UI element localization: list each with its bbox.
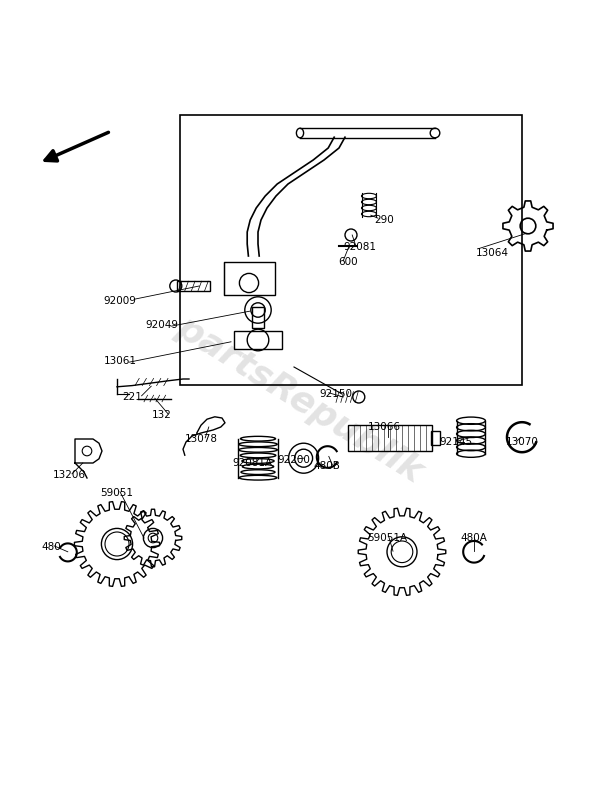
Text: 92200: 92200 [278,455,310,465]
Bar [252,307,264,328]
Text: 92081A: 92081A [232,458,272,468]
Bar [224,262,275,295]
Text: partsRepublik: partsRepublik [170,310,430,490]
Text: 92049: 92049 [146,320,179,330]
Text: 480A: 480A [461,533,487,543]
Text: 13066: 13066 [367,422,401,432]
Text: 290: 290 [374,215,394,225]
Bar [348,425,432,451]
Text: 59051: 59051 [101,488,133,498]
Text: 480: 480 [41,542,61,552]
Text: 92145: 92145 [439,437,473,447]
Text: 92150: 92150 [320,389,353,399]
Text: 600: 600 [338,257,358,267]
Text: 13078: 13078 [185,434,218,444]
Text: 13061: 13061 [104,356,137,366]
Text: 132: 132 [152,410,172,420]
Bar [177,282,210,291]
Text: 92081: 92081 [343,242,377,252]
Bar [431,430,440,445]
Text: 480B: 480B [314,461,340,471]
Text: 13206: 13206 [53,470,86,480]
Bar [234,331,282,349]
Text: 13064: 13064 [475,248,508,258]
Text: 59051A: 59051A [367,533,407,543]
Bar [180,115,522,385]
Text: 13070: 13070 [506,437,538,447]
Text: 92009: 92009 [104,296,136,306]
Text: 221: 221 [122,392,142,402]
